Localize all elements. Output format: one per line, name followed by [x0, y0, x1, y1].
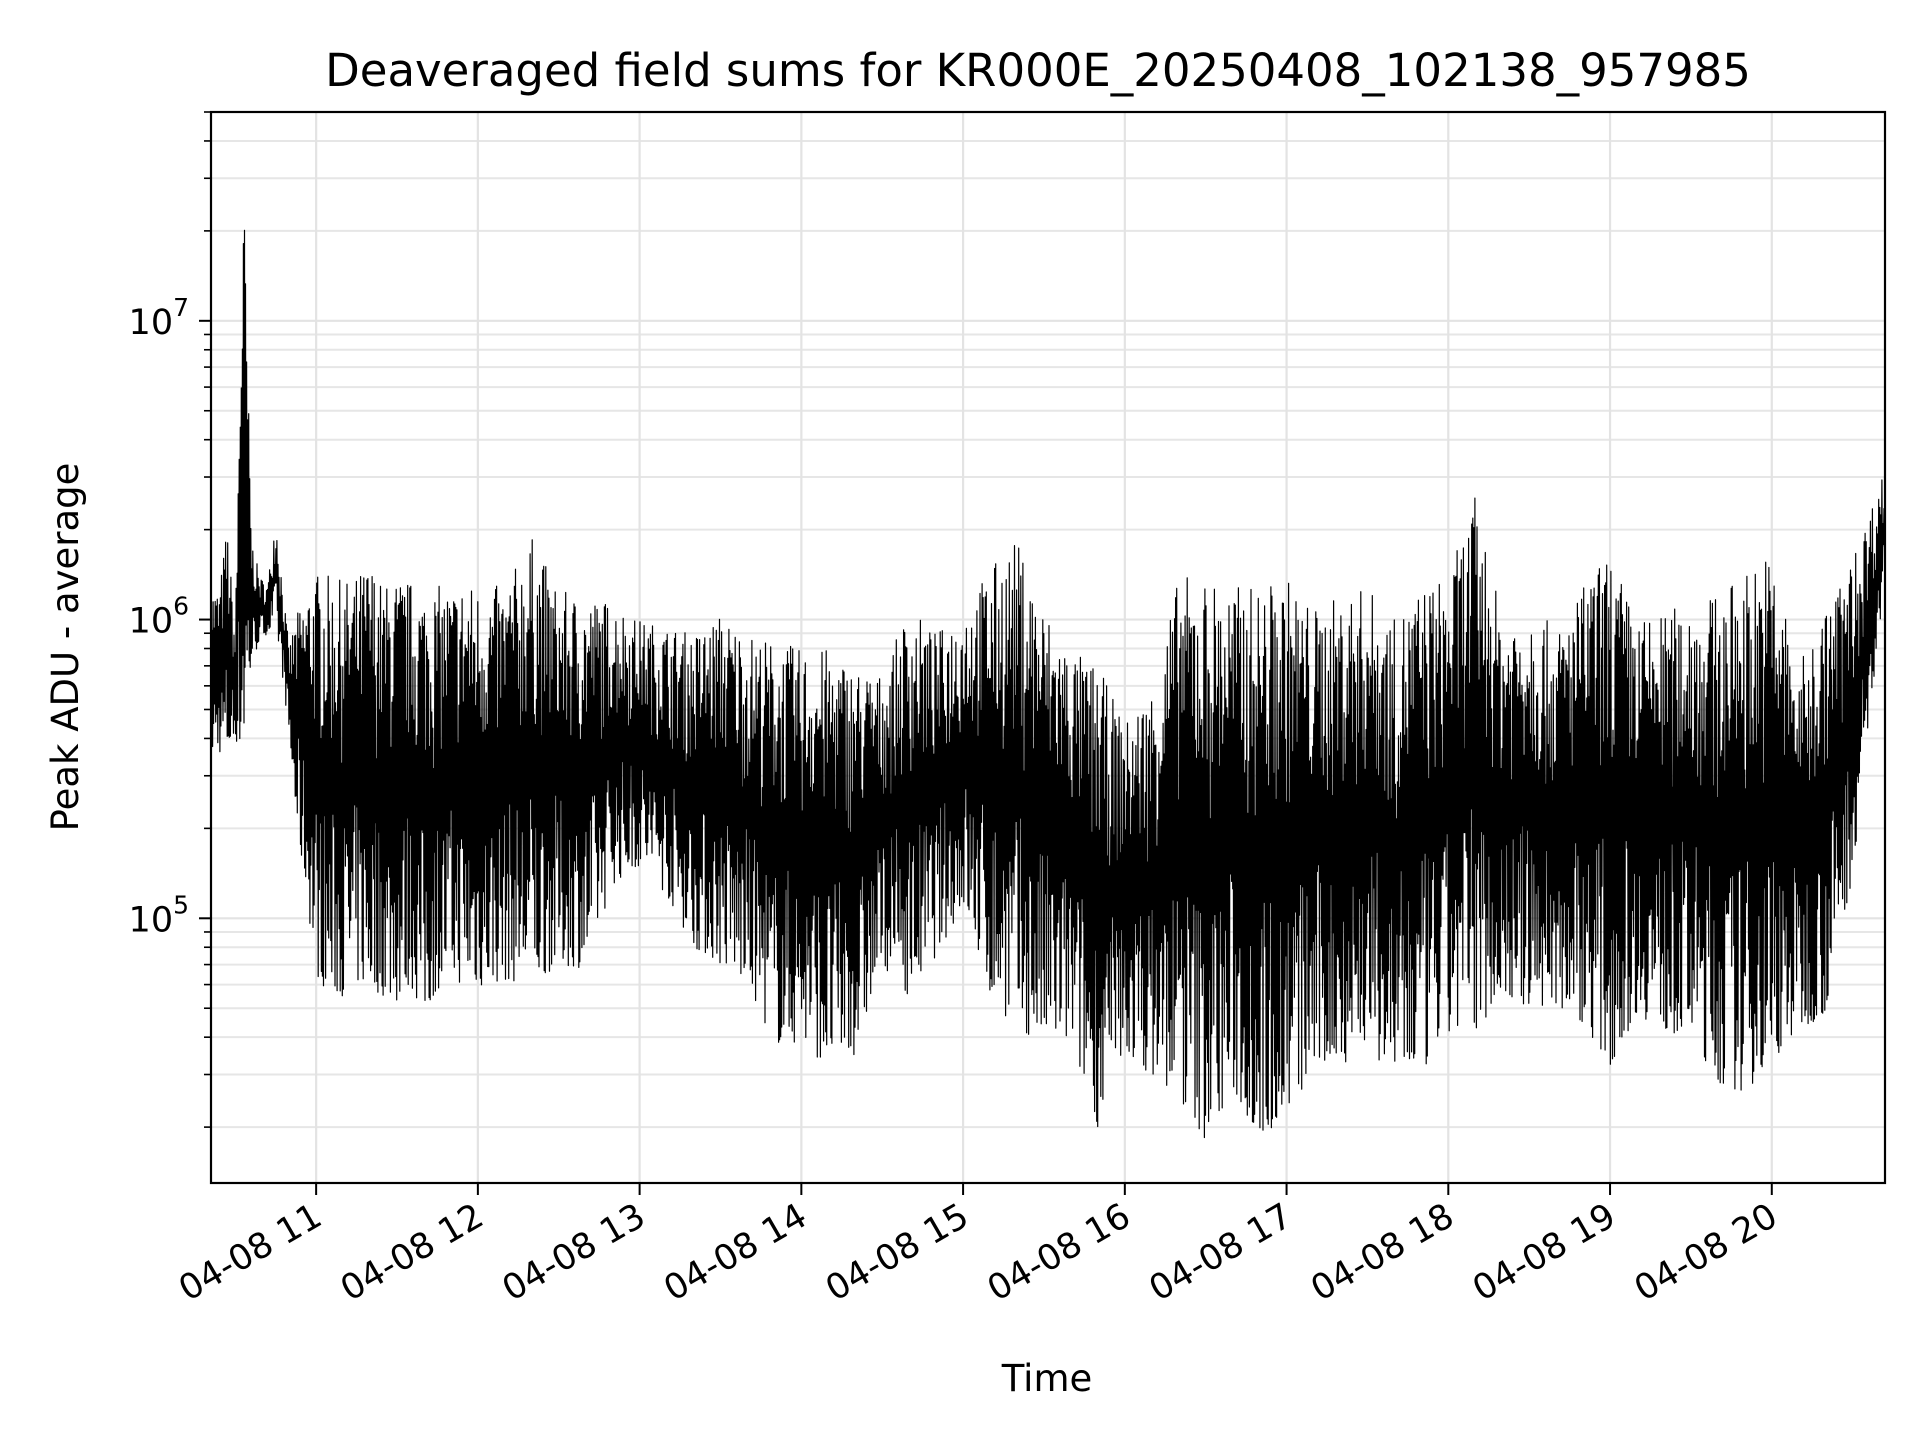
plot-frame	[209, 110, 1887, 1185]
x-axis-label: Time	[1001, 1357, 1093, 1400]
x-axis-ticks: 04-08 11 04-08 12 04-08 13 04-08 14 04-08 15…	[172, 1183, 1784, 1309]
chart-title: Deaveraged field sums for KR000E_2025040…	[325, 44, 1751, 97]
x-tick-label: 04-08 15	[819, 1196, 975, 1309]
y-axis-label: Peak ADU - average	[44, 463, 87, 832]
x-tick-label: 04-08 13	[496, 1196, 652, 1309]
series-line	[210, 229, 1886, 1139]
x-tick-label: 04-08 16	[981, 1196, 1137, 1309]
y-tick-label: 107	[129, 293, 189, 343]
x-tick-label: 04-08 11	[172, 1196, 328, 1309]
x-tick-label: 04-08 14	[658, 1196, 814, 1309]
x-tick-label: 04-08 17	[1143, 1196, 1299, 1309]
y-tick-label: 105	[129, 890, 189, 940]
x-tick-label: 04-08 20	[1628, 1196, 1784, 1309]
x-tick-label: 04-08 12	[334, 1196, 490, 1309]
x-tick-label: 04-08 19	[1466, 1196, 1622, 1309]
y-tick-label: 106	[129, 592, 189, 642]
x-tick-label: 04-08 18	[1305, 1196, 1461, 1309]
data-series	[210, 229, 1886, 1139]
y-axis-ticks: 105 106 107	[129, 111, 211, 1128]
